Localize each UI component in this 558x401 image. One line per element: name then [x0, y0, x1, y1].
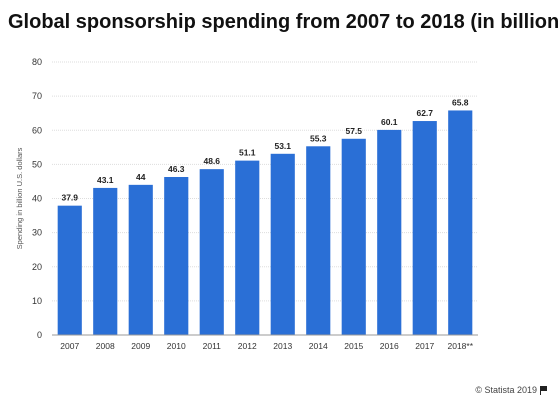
x-tick-label: 2018**	[447, 341, 473, 351]
x-tick-label: 2007	[60, 341, 79, 351]
x-tick-label: 2016	[380, 341, 399, 351]
bar-2017[interactable]	[412, 121, 437, 335]
x-axis-ticks: 2007 2008 2009 2010 2011 2012 2013 2014 2015 2016…	[60, 341, 473, 351]
y-tick-label: 50	[32, 159, 42, 169]
bar-2010[interactable]	[164, 177, 189, 335]
x-tick-label: 2011	[203, 341, 222, 351]
x-tick-label: 2017	[415, 341, 434, 351]
bar-2013[interactable]	[270, 153, 295, 335]
bars	[57, 110, 473, 336]
x-tick-label: 2008	[96, 341, 115, 351]
bar-2009[interactable]	[128, 184, 153, 335]
bar-2015[interactable]	[341, 138, 366, 335]
flag-icon	[540, 385, 548, 395]
x-tick-label: 2015	[344, 341, 363, 351]
x-tick-label: 2014	[309, 341, 328, 351]
bar-2008[interactable]	[93, 187, 118, 335]
x-tick-label: 2010	[167, 341, 186, 351]
data-label: 53.1	[274, 141, 291, 151]
bar-2016[interactable]	[377, 129, 402, 335]
bar-2007[interactable]	[57, 205, 82, 335]
data-label: 55.3	[310, 133, 327, 143]
data-label: 37.9	[61, 193, 78, 203]
bar-2014[interactable]	[306, 146, 331, 335]
x-tick-label: 2013	[273, 341, 292, 351]
chart-title: Global sponsorship spending from 2007 to…	[8, 11, 558, 33]
data-label: 65.8	[452, 97, 469, 107]
data-label: 62.7	[416, 108, 433, 118]
bar-2012[interactable]	[235, 160, 260, 335]
y-tick-label: 10	[32, 296, 42, 306]
data-label: 48.6	[203, 156, 220, 166]
y-tick-label: 60	[32, 125, 42, 135]
data-label: 51.1	[239, 148, 256, 158]
data-label: 57.5	[345, 126, 362, 136]
x-tick-label: 2009	[131, 341, 150, 351]
value-labels: 37.9 43.1 44 46.3 48.6 51.1 53.1 55.3 57.5 60.1 62…	[61, 97, 468, 202]
data-label: 60.1	[381, 117, 398, 127]
data-label: 46.3	[168, 164, 185, 174]
copyright-notice: © Statista 2019	[475, 385, 548, 395]
x-tick-label: 2012	[238, 341, 257, 351]
gridlines	[52, 61, 478, 302]
y-axis-ticks: 0 10 20 30 40 50 60 70 80	[32, 57, 42, 340]
y-tick-label: 30	[32, 228, 42, 238]
data-label: 44	[136, 172, 146, 182]
y-axis-title: Spending in billion U.S. dollars	[15, 147, 24, 249]
bar-2011[interactable]	[199, 169, 224, 335]
y-tick-label: 0	[37, 330, 42, 340]
bar-2018[interactable]	[448, 110, 473, 336]
data-label: 43.1	[97, 175, 114, 185]
y-tick-label: 40	[32, 194, 42, 204]
copyright-text: © Statista 2019	[475, 385, 537, 395]
y-tick-label: 80	[32, 57, 42, 67]
y-tick-label: 70	[32, 91, 42, 101]
y-tick-label: 20	[32, 262, 42, 272]
